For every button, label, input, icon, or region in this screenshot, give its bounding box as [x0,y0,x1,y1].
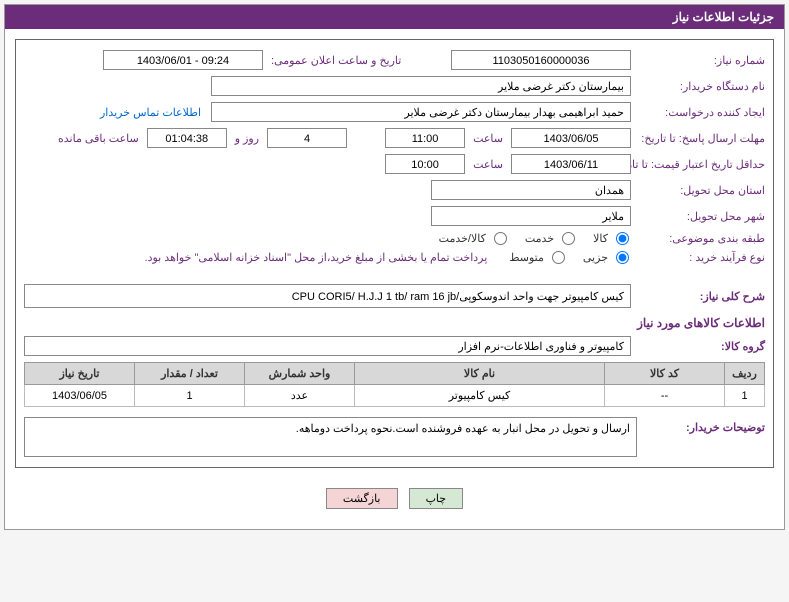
th-idx: ردیف [725,363,765,385]
row-category: طبقه بندی موضوعی: کالا خدمت کالا/خدمت [24,232,765,245]
row-summary: شرح کلی نیاز: کیس کامپیوتر جهت واحد اندو… [24,284,765,308]
table-header-row: ردیف کد کالا نام کالا واحد شمارش تعداد /… [25,363,765,385]
requester-field: حمید ابراهیمی بهدار بیمارستان دکتر غرضی … [211,102,631,122]
th-qty: تعداد / مقدار [135,363,245,385]
row-group: گروه کالا: کامپیوتر و فناوری اطلاعات-نرم… [24,336,765,356]
cell-unit: عدد [245,385,355,407]
radio-service-label: خدمت [515,232,554,245]
time-label-2: ساعت [469,158,507,171]
category-label: طبقه بندی موضوعی: [635,232,765,245]
row-validity: حداقل تاریخ اعتبار قیمت: تا تاریخ: 1403/… [24,154,765,174]
cell-name: کیس کامپیوتر [355,385,605,407]
validity-date-field: 1403/06/11 [511,154,631,174]
table-row: 1 -- کیس کامپیوتر عدد 1 1403/06/05 [25,385,765,407]
back-button[interactable]: بازگشت [326,488,398,509]
print-button[interactable]: چاپ [409,488,464,509]
radio-partial-label: جزیی [573,251,608,264]
payment-note: پرداخت تمام یا بخشی از مبلغ خرید،از محل … [145,251,496,264]
reply-date-field: 1403/06/05 [511,128,631,148]
row-city: شهر محل تحویل: ملایر [24,206,765,226]
cell-idx: 1 [725,385,765,407]
radio-medium-label: متوسط [499,251,544,264]
details-box: شماره نیاز: 1103050160000036 تاریخ و ساع… [15,39,774,468]
validity-time-field: 10:00 [385,154,465,174]
remaining-label: ساعت باقی مانده [54,132,143,145]
announce-dt-label: تاریخ و ساعت اعلان عمومی: [267,54,447,67]
radio-goods[interactable] [616,232,629,245]
cell-date: 1403/06/05 [25,385,135,407]
goods-info-title: اطلاعات کالاهای مورد نیاز [24,316,765,330]
radio-goods-label: کالا [583,232,608,245]
radio-service[interactable] [562,232,575,245]
radio-both-label: کالا/خدمت [429,232,486,245]
th-code: کد کالا [605,363,725,385]
summary-label: شرح کلی نیاز: [635,290,765,303]
reply-deadline-label: مهلت ارسال پاسخ: تا تاریخ: [635,132,765,145]
row-process: نوع فرآیند خرید : جزیی متوسط پرداخت تمام… [24,251,765,264]
row-reply-deadline: مهلت ارسال پاسخ: تا تاریخ: 1403/06/05 سا… [24,128,765,148]
province-label: استان محل تحویل: [635,184,765,197]
th-unit: واحد شمارش [245,363,355,385]
day-and-label: روز و [231,132,263,145]
process-label: نوع فرآیند خرید : [635,251,765,264]
header-title: جزئیات اطلاعات نیاز [673,10,774,24]
row-province: استان محل تحویل: همدان [24,180,765,200]
days-count-field: 4 [267,128,347,148]
category-radios: کالا خدمت کالا/خدمت [429,232,631,245]
contact-link[interactable]: اطلاعات تماس خریدار [94,106,207,119]
items-table: ردیف کد کالا نام کالا واحد شمارش تعداد /… [24,362,765,407]
radio-both[interactable] [494,232,507,245]
group-field: کامپیوتر و فناوری اطلاعات-نرم افزار [24,336,631,356]
group-label: گروه کالا: [635,340,765,353]
buyer-org-field: بیمارستان دکتر غرضی ملایر [211,76,631,96]
radio-medium[interactable] [552,251,565,264]
radio-partial[interactable] [616,251,629,264]
validity-label: حداقل تاریخ اعتبار قیمت: تا تاریخ: [635,158,765,171]
content-area: شماره نیاز: 1103050160000036 تاریخ و ساع… [5,29,784,529]
city-field: ملایر [431,206,631,226]
buyer-desc-label: توضیحات خریدار: [645,417,765,457]
buyer-org-label: نام دستگاه خریدار: [635,80,765,93]
city-label: شهر محل تحویل: [635,210,765,223]
main-container: جزئیات اطلاعات نیاز شماره نیاز: 11030501… [4,4,785,530]
cell-qty: 1 [135,385,245,407]
row-requester: ایجاد کننده درخواست: حمید ابراهیمی بهدار… [24,102,765,122]
countdown-field: 01:04:38 [147,128,227,148]
process-radios: جزیی متوسط [499,251,631,264]
th-date: تاریخ نیاز [25,363,135,385]
reply-time-field: 11:00 [385,128,465,148]
req-no-field: 1103050160000036 [451,50,631,70]
time-label-1: ساعت [469,132,507,145]
header-bar: جزئیات اطلاعات نیاز [5,5,784,29]
announce-dt-field: 1403/06/01 - 09:24 [103,50,263,70]
province-field: همدان [431,180,631,200]
button-row: چاپ بازگشت [15,478,774,519]
buyer-desc-box: ارسال و تحویل در محل انبار به عهده فروشن… [24,417,637,457]
summary-field: کیس کامپیوتر جهت واحد اندوسکوپی/CPU CORI… [24,284,631,308]
req-no-label: شماره نیاز: [635,54,765,67]
cell-code: -- [605,385,725,407]
row-buyer-org: نام دستگاه خریدار: بیمارستان دکتر غرضی م… [24,76,765,96]
requester-label: ایجاد کننده درخواست: [635,106,765,119]
th-name: نام کالا [355,363,605,385]
buyer-desc-area: توضیحات خریدار: ارسال و تحویل در محل انب… [24,417,765,457]
row-req-no: شماره نیاز: 1103050160000036 تاریخ و ساع… [24,50,765,70]
